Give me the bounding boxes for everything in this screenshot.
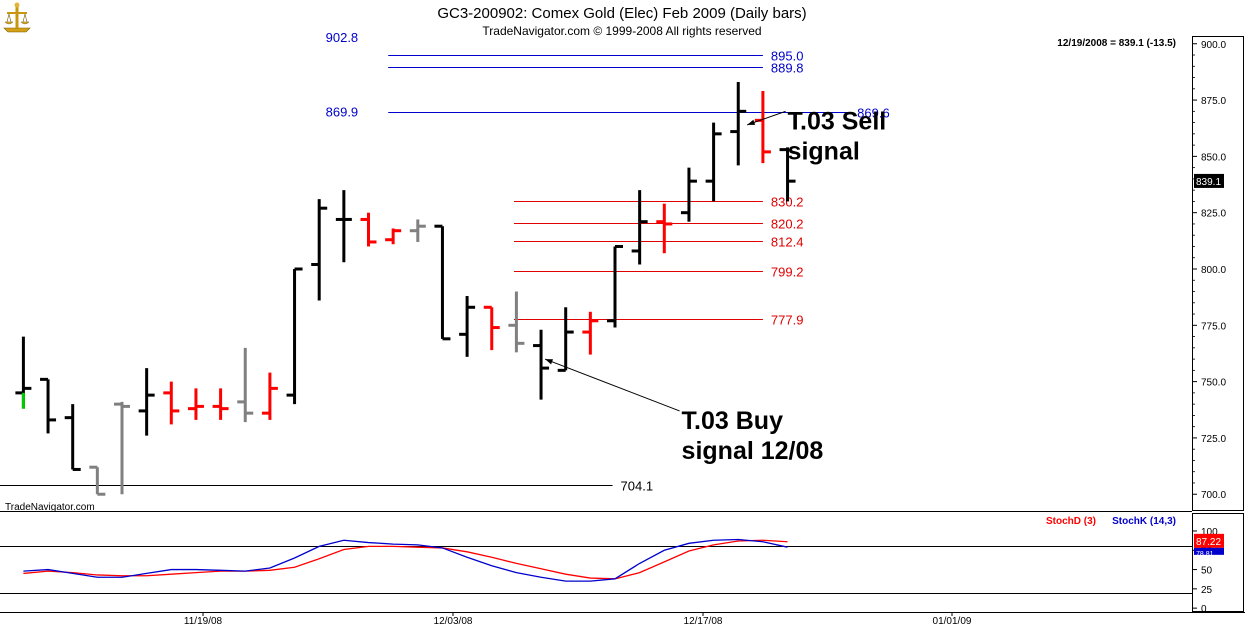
annotation-arrow (544, 358, 680, 412)
ohlc-bar (187, 388, 204, 420)
stoch-last-label: 78.81 (1196, 551, 1214, 558)
current-price-tag (1194, 173, 1224, 188)
price-axis-panel (1192, 36, 1244, 511)
x-axis-label: 12/03/08 (434, 616, 473, 627)
stoch-axis-label: 0 (1201, 604, 1207, 615)
stoch-legend-d: StochD (3) (1046, 516, 1096, 527)
price-axis-label: 750.0 (1201, 378, 1226, 389)
stoch-axis-label: 100 (1201, 527, 1218, 538)
ohlc-bar (533, 329, 550, 400)
price-axis-label: 825.0 (1201, 209, 1226, 220)
ohlc-bar (705, 122, 722, 202)
ohlc-bar (459, 296, 476, 357)
ohlc-bar (779, 147, 796, 202)
ohlc-bar (114, 401, 130, 495)
ohlc-bar (409, 219, 426, 242)
annotation-text: signal 12/08 (682, 437, 824, 465)
quote-readout: 12/19/2008 = 839.1 (-13.5) (1057, 38, 1176, 49)
ohlc-bar (64, 404, 81, 471)
stoch-series-line (23, 539, 788, 580)
ohlc-bar (508, 291, 525, 353)
level-left-label: 869.9 (326, 105, 359, 120)
price-axis-label: 725.0 (1201, 434, 1226, 445)
stoch-panel: 0255075100StochD (3)StochK (14,3)87.2278… (0, 516, 1224, 615)
x-axis-label: 01/01/09 (933, 616, 972, 627)
annotation-text: T.03 Buy (682, 407, 784, 435)
ohlc-bar (557, 307, 574, 372)
ohlc-bar (360, 212, 377, 247)
level-label: 799.2 (771, 265, 804, 280)
chart-title: GC3-200902: Comex Gold (Elec) Feb 2009 (… (437, 5, 806, 22)
level-label: 869.6 (857, 106, 890, 121)
ohlc-bar (89, 465, 106, 496)
ohlc-bar (582, 311, 599, 355)
level-label: 889.8 (771, 61, 804, 76)
ohlc-bar (163, 381, 180, 425)
level-label: 812.4 (771, 235, 804, 250)
ohlc-bar (434, 224, 451, 341)
price-axis-label: 900.0 (1201, 40, 1226, 51)
ohlc-bar (680, 167, 697, 222)
stoch-last-tag (1194, 533, 1224, 548)
ohlc-bar (607, 244, 623, 328)
ohlc-bar (385, 228, 402, 245)
current-price-label: 839.1 (1196, 177, 1221, 188)
stoch-axis-label: 25 (1201, 585, 1213, 596)
ohlc-bar (631, 190, 648, 265)
level-label: 777.9 (771, 313, 804, 328)
level-label: 830.2 (771, 195, 804, 210)
ohlc-bar (261, 372, 278, 420)
x-axis: 11/19/08 12/03/08 12/17/08 01/01/09 (184, 612, 972, 627)
level-label: 820.2 (771, 217, 804, 232)
scale-logo-icon (3, 2, 31, 33)
ohlc-bar (286, 267, 303, 405)
annotation-text: T.03 Sell (788, 107, 887, 135)
level-label: 895.0 (771, 49, 804, 64)
price-axis-label: 775.0 (1201, 321, 1226, 332)
stoch-last-tag (1194, 547, 1224, 555)
ohlc-bar (237, 347, 254, 423)
ohlc-bar (730, 82, 747, 166)
annotation-text: signal (788, 137, 860, 165)
x-axis-label: 12/17/08 (684, 616, 723, 627)
stoch-series-line (23, 538, 788, 582)
ohlc-bar (483, 305, 500, 351)
stoch-axis-label: 50 (1201, 566, 1213, 577)
level-left-label: 902.8 (326, 30, 359, 45)
annotation-arrowhead (747, 119, 756, 125)
stoch-axis-panel (1192, 513, 1244, 612)
level-label: 704.1 (621, 479, 654, 494)
ohlc-bar (311, 199, 328, 301)
stoch-legend-k: StochK (14,3) (1112, 516, 1176, 527)
watermark-text: TradeNavigator.com (5, 502, 95, 513)
chart-copyright: TradeNavigator.com © 1999-2008 All right… (482, 24, 761, 38)
price-panel: 700.0 725.0 750.0 775.0 800.0 825.0 850.0 875.0… (0, 30, 1226, 501)
ohlc-bar (40, 377, 57, 434)
x-axis-label: 11/19/08 (184, 616, 223, 627)
price-axis-label: 875.0 (1201, 96, 1226, 107)
annotation-arrowhead (545, 359, 554, 365)
ohlc-bar (335, 190, 352, 263)
price-axis-label: 800.0 (1201, 265, 1226, 276)
ohlc-bar (212, 388, 229, 420)
stoch-last-label: 87.22 (1196, 537, 1221, 548)
ohlc-bar (656, 203, 673, 254)
ohlc-bar (138, 368, 155, 436)
price-axis-label: 850.0 (1201, 152, 1226, 163)
price-axis-label: 700.0 (1201, 490, 1226, 501)
